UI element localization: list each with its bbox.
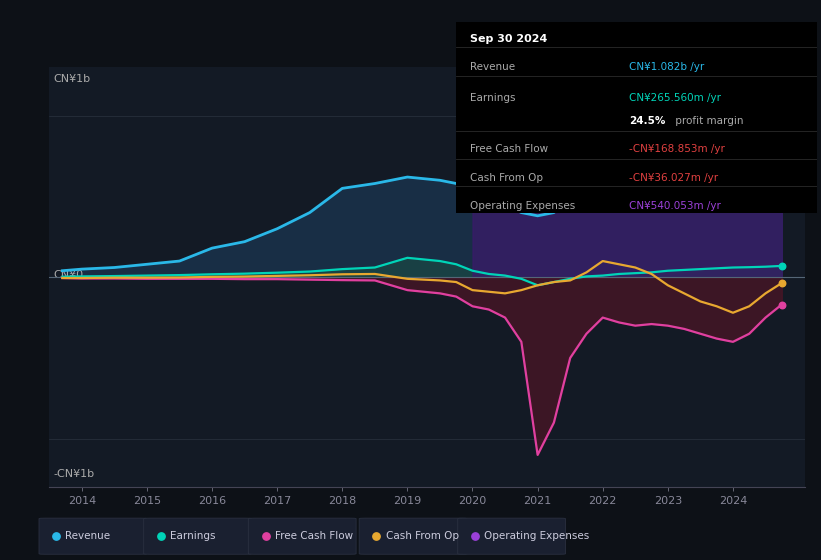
Text: CN¥0: CN¥0 bbox=[53, 270, 83, 280]
Text: Operating Expenses: Operating Expenses bbox=[484, 531, 589, 541]
Point bbox=[775, 278, 788, 287]
Text: CN¥1b: CN¥1b bbox=[53, 73, 90, 83]
FancyBboxPatch shape bbox=[144, 518, 251, 554]
Text: Free Cash Flow: Free Cash Flow bbox=[470, 144, 548, 154]
Text: Cash From Op: Cash From Op bbox=[386, 531, 459, 541]
FancyBboxPatch shape bbox=[458, 518, 566, 554]
Text: Operating Expenses: Operating Expenses bbox=[470, 202, 576, 211]
Point bbox=[50, 532, 63, 541]
Text: CN¥540.053m /yr: CN¥540.053m /yr bbox=[629, 202, 721, 211]
Text: Free Cash Flow: Free Cash Flow bbox=[275, 531, 353, 541]
Text: Earnings: Earnings bbox=[170, 531, 216, 541]
Text: Sep 30 2024: Sep 30 2024 bbox=[470, 34, 548, 44]
Text: -CN¥36.027m /yr: -CN¥36.027m /yr bbox=[629, 173, 718, 183]
Point bbox=[775, 262, 788, 270]
Text: profit margin: profit margin bbox=[672, 116, 744, 125]
Point bbox=[370, 532, 383, 541]
Text: Revenue: Revenue bbox=[470, 62, 516, 72]
Text: Earnings: Earnings bbox=[470, 93, 516, 103]
Point bbox=[775, 185, 788, 194]
Point bbox=[468, 532, 481, 541]
FancyBboxPatch shape bbox=[39, 518, 147, 554]
Text: CN¥1.082b /yr: CN¥1.082b /yr bbox=[629, 62, 704, 72]
FancyBboxPatch shape bbox=[360, 518, 467, 554]
Text: Revenue: Revenue bbox=[66, 531, 111, 541]
Point bbox=[154, 532, 167, 541]
FancyBboxPatch shape bbox=[248, 518, 356, 554]
Text: 24.5%: 24.5% bbox=[629, 116, 666, 125]
Text: CN¥265.560m /yr: CN¥265.560m /yr bbox=[629, 93, 721, 103]
Point bbox=[775, 300, 788, 309]
Text: Cash From Op: Cash From Op bbox=[470, 173, 544, 183]
Point bbox=[259, 532, 273, 541]
Text: -CN¥168.853m /yr: -CN¥168.853m /yr bbox=[629, 144, 725, 154]
Text: -CN¥1b: -CN¥1b bbox=[53, 469, 94, 479]
Point bbox=[775, 98, 788, 107]
